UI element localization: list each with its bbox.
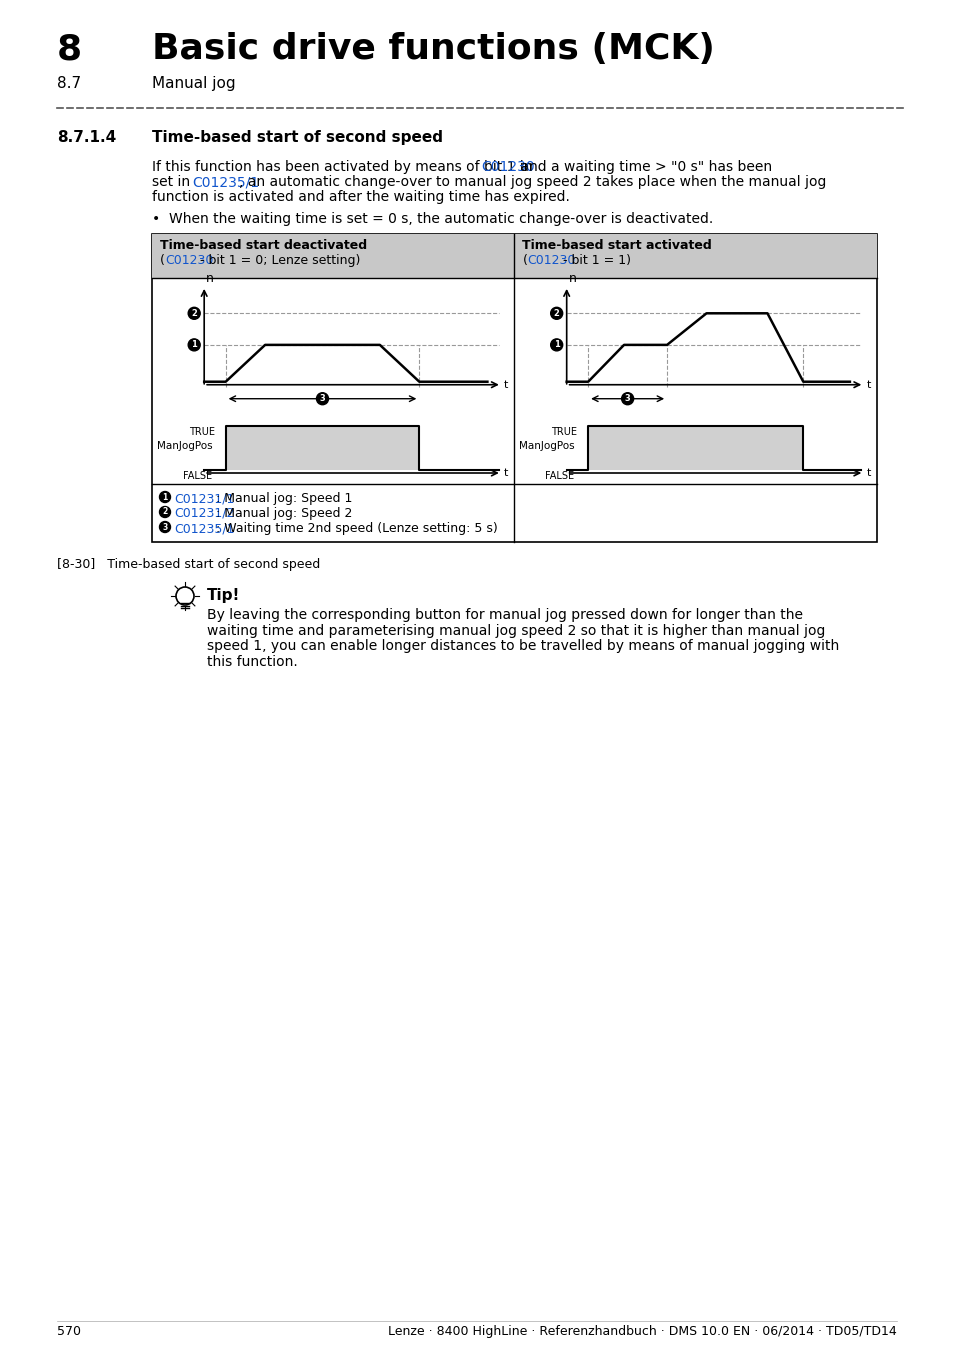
Text: Manual jog: Manual jog bbox=[152, 76, 235, 90]
Text: n: n bbox=[568, 271, 576, 285]
Text: Time-based start activated: Time-based start activated bbox=[522, 239, 712, 252]
Text: : Waiting time 2nd speed (Lenze setting: 5 s): : Waiting time 2nd speed (Lenze setting:… bbox=[215, 522, 497, 535]
Text: C01231/2: C01231/2 bbox=[173, 508, 234, 520]
Text: 3: 3 bbox=[319, 394, 325, 404]
Text: By leaving the corresponding button for manual jog pressed down for longer than : By leaving the corresponding button for … bbox=[207, 608, 802, 622]
Text: n: n bbox=[206, 271, 213, 285]
Text: this function.: this function. bbox=[207, 655, 297, 668]
Text: Tip!: Tip! bbox=[207, 589, 240, 603]
Text: C01231/1: C01231/1 bbox=[173, 491, 234, 505]
Circle shape bbox=[159, 521, 171, 532]
Text: t: t bbox=[503, 468, 508, 478]
Text: C01230: C01230 bbox=[527, 254, 576, 267]
Text: C01230: C01230 bbox=[481, 161, 535, 174]
Text: waiting time and parameterising manual jog speed 2 so that it is higher than man: waiting time and parameterising manual j… bbox=[207, 624, 824, 637]
Text: , an automatic change-over to manual jog speed 2 takes place when the manual jog: , an automatic change-over to manual jog… bbox=[238, 176, 825, 189]
Circle shape bbox=[316, 393, 328, 405]
Circle shape bbox=[550, 308, 562, 320]
Text: Lenze · 8400 HighLine · Referenzhandbuch · DMS 10.0 EN · 06/2014 · TD05/TD14: Lenze · 8400 HighLine · Referenzhandbuch… bbox=[388, 1324, 896, 1338]
Text: 3: 3 bbox=[162, 522, 168, 532]
Text: C01235/1: C01235/1 bbox=[193, 176, 259, 189]
Circle shape bbox=[188, 308, 200, 320]
Text: •  When the waiting time is set = 0 s, the automatic change-over is deactivated.: • When the waiting time is set = 0 s, th… bbox=[152, 212, 713, 225]
Text: FALSE: FALSE bbox=[545, 471, 574, 481]
Text: t: t bbox=[865, 468, 870, 478]
Text: function is activated and after the waiting time has expired.: function is activated and after the wait… bbox=[152, 190, 569, 204]
Text: 8.7.1.4: 8.7.1.4 bbox=[57, 130, 116, 144]
Bar bbox=[152, 234, 514, 278]
Text: 570: 570 bbox=[57, 1324, 81, 1338]
Text: Time-based start deactivated: Time-based start deactivated bbox=[160, 239, 367, 252]
Text: If this function has been activated by means of bit 1 in: If this function has been activated by m… bbox=[152, 161, 537, 174]
Circle shape bbox=[621, 393, 633, 405]
Text: - bit 1 = 1): - bit 1 = 1) bbox=[558, 254, 630, 267]
Text: Time-based start of second speed: Time-based start of second speed bbox=[152, 130, 442, 144]
Circle shape bbox=[188, 339, 200, 351]
Text: Basic drive functions (MCK): Basic drive functions (MCK) bbox=[152, 32, 714, 66]
Text: t: t bbox=[503, 379, 508, 390]
Text: TRUE: TRUE bbox=[551, 427, 577, 436]
Text: ManJogPos: ManJogPos bbox=[157, 441, 213, 451]
Text: 8.7: 8.7 bbox=[57, 76, 81, 90]
Text: set in: set in bbox=[152, 176, 194, 189]
Text: [8-30]   Time-based start of second speed: [8-30] Time-based start of second speed bbox=[57, 558, 320, 571]
Bar bbox=[514, 234, 876, 278]
Circle shape bbox=[159, 506, 171, 517]
Bar bbox=[226, 425, 419, 470]
Text: 8: 8 bbox=[57, 32, 82, 66]
Text: - bit 1 = 0; Lenze setting): - bit 1 = 0; Lenze setting) bbox=[196, 254, 360, 267]
Bar bbox=[588, 425, 802, 470]
Text: ManJogPos: ManJogPos bbox=[519, 441, 575, 451]
Text: 2: 2 bbox=[553, 309, 559, 317]
Text: speed 1, you can enable longer distances to be travelled by means of manual jogg: speed 1, you can enable longer distances… bbox=[207, 639, 839, 653]
Bar bbox=[152, 234, 876, 541]
Text: 1: 1 bbox=[191, 340, 197, 350]
Text: FALSE: FALSE bbox=[183, 471, 212, 481]
Text: : Manual jog: Speed 2: : Manual jog: Speed 2 bbox=[215, 508, 352, 520]
Text: (: ( bbox=[160, 254, 165, 267]
Text: (: ( bbox=[522, 254, 527, 267]
Text: 3: 3 bbox=[624, 394, 630, 404]
Circle shape bbox=[550, 339, 562, 351]
Text: : Manual jog: Speed 1: : Manual jog: Speed 1 bbox=[215, 491, 352, 505]
Text: t: t bbox=[865, 379, 870, 390]
Text: 2: 2 bbox=[191, 309, 197, 317]
Text: 1: 1 bbox=[553, 340, 559, 350]
Text: 1: 1 bbox=[162, 493, 168, 501]
Text: TRUE: TRUE bbox=[189, 427, 214, 436]
Circle shape bbox=[159, 491, 171, 502]
Text: C01230: C01230 bbox=[165, 254, 213, 267]
Text: and a waiting time > "0 s" has been: and a waiting time > "0 s" has been bbox=[516, 161, 772, 174]
Text: 2: 2 bbox=[162, 508, 168, 517]
Text: C01235/1: C01235/1 bbox=[173, 522, 234, 535]
